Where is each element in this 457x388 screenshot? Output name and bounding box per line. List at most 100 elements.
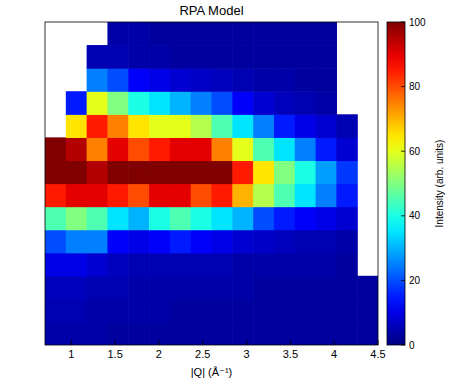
heat-cell (336, 299, 357, 323)
heat-cell (274, 68, 295, 92)
cells (45, 22, 378, 345)
heat-cell (212, 160, 233, 184)
title: RPA Model (179, 3, 243, 18)
heat-cell (316, 45, 337, 69)
heat-cell (128, 322, 149, 345)
heat-cell (274, 299, 295, 323)
x-tick-label: 4.5 (370, 348, 385, 360)
heat-cell (316, 207, 337, 231)
heat-cell (107, 22, 128, 46)
heat-cell (107, 322, 128, 345)
heat-cell (191, 160, 212, 184)
heat-cell (128, 160, 149, 184)
heat-cell (107, 299, 128, 323)
x-tick-label: 3 (243, 348, 249, 360)
heat-cell (253, 91, 274, 115)
heat-cell (274, 253, 295, 277)
heat-cell (149, 68, 170, 92)
heat-cell (170, 299, 191, 323)
heat-cell (316, 253, 337, 277)
heat-cell (128, 91, 149, 115)
heat-cell (107, 207, 128, 231)
heat-cell (170, 91, 191, 115)
heat-cell (232, 137, 253, 161)
heat-cell (212, 68, 233, 92)
heat-cell (212, 137, 233, 161)
heat-cell (128, 230, 149, 254)
heat-cell (128, 45, 149, 69)
heat-cell (336, 276, 357, 300)
heat-cell (295, 45, 316, 69)
heat-cell (316, 91, 337, 115)
heat-cell (295, 91, 316, 115)
heat-cell (128, 253, 149, 277)
heat-cell (128, 137, 149, 161)
heat-cell (253, 276, 274, 300)
heat-cell (45, 137, 66, 161)
heat-cell (336, 253, 357, 277)
heat-cell (128, 276, 149, 300)
heat-cell (170, 68, 191, 92)
colorbar-tick-label: 80 (409, 81, 421, 92)
heat-cell (253, 137, 274, 161)
heat-cell (87, 207, 108, 231)
heat-cell (357, 299, 378, 323)
heat-cell (107, 230, 128, 254)
heat-cell (128, 207, 149, 231)
heat-cell (212, 91, 233, 115)
heat-cell (253, 22, 274, 46)
heat-cell (295, 68, 316, 92)
colorbar-tick (401, 86, 405, 87)
heat-cell (191, 22, 212, 46)
heat-cell (295, 299, 316, 323)
heat-cell (170, 45, 191, 69)
heat-cell (274, 160, 295, 184)
heat-cell (66, 114, 87, 138)
x-tick-label: 1 (68, 348, 74, 360)
heat-cell (336, 114, 357, 138)
heat-cell (87, 299, 108, 323)
heat-cell (316, 299, 337, 323)
heat-cell (128, 184, 149, 208)
heat-cell (316, 137, 337, 161)
heat-cell (212, 45, 233, 69)
heat-cell (107, 160, 128, 184)
heat-cell (66, 230, 87, 254)
heat-cell (66, 184, 87, 208)
heat-cell (295, 160, 316, 184)
heat-cell (316, 230, 337, 254)
heat-cell (128, 68, 149, 92)
heat-cell (149, 253, 170, 277)
heat-cell (45, 207, 66, 231)
heat-cell (149, 207, 170, 231)
heat-cell (232, 114, 253, 138)
x-tick (246, 340, 247, 345)
heat-cell (295, 253, 316, 277)
heat-cell (295, 22, 316, 46)
page: {"chart_data": {"type": "heatmap", "titl… (0, 0, 457, 388)
heat-cell (212, 299, 233, 323)
heat-cell (87, 137, 108, 161)
heat-cell (295, 184, 316, 208)
heat-cell (149, 184, 170, 208)
heat-cell (191, 253, 212, 277)
heat-cell (87, 160, 108, 184)
heat-cell (274, 230, 295, 254)
heat-cell (232, 45, 253, 69)
heat-cell (107, 253, 128, 277)
heat-cell (170, 114, 191, 138)
heat-cell (295, 322, 316, 345)
heat-cell (232, 322, 253, 345)
heat-cell (295, 276, 316, 300)
heat-cell (212, 253, 233, 277)
heat-cell (274, 45, 295, 69)
heat-cell (170, 230, 191, 254)
heat-cell (316, 322, 337, 345)
heat-cell (253, 160, 274, 184)
heat-cell (253, 299, 274, 323)
heat-cell (316, 22, 337, 46)
colorbar-tick (401, 22, 405, 23)
x-tick (71, 340, 72, 345)
heat-cell (107, 91, 128, 115)
heat-cell (253, 114, 274, 138)
